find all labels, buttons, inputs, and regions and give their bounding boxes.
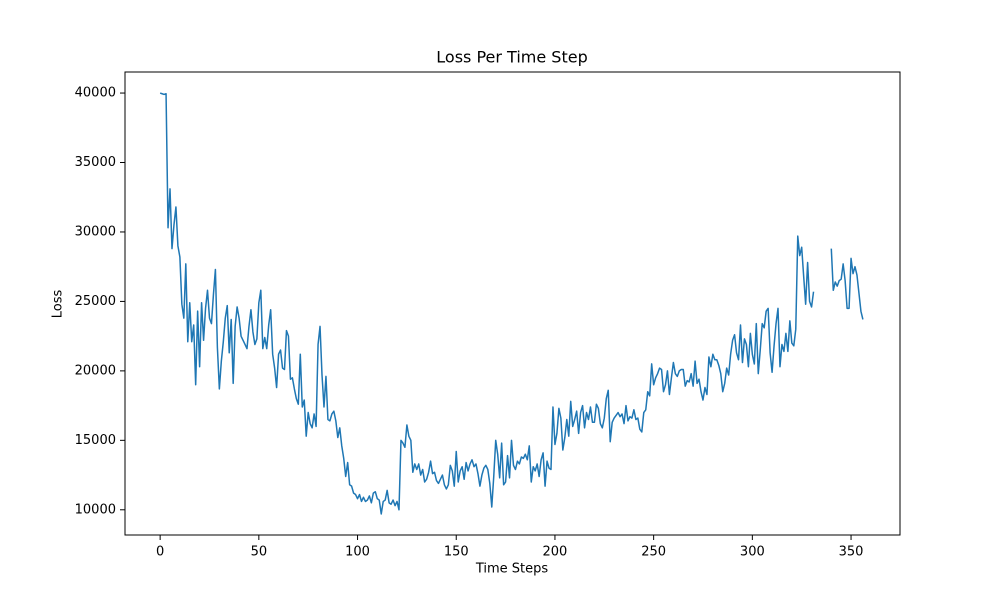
y-tick-label: 30000 xyxy=(75,224,116,239)
x-tick-label: 100 xyxy=(345,545,370,560)
y-tick-label: 40000 xyxy=(75,86,116,101)
data-line xyxy=(159,92,864,515)
chart-title: Loss Per Time Step xyxy=(436,48,587,67)
x-tick-label: 0 xyxy=(156,545,164,560)
plot-frame xyxy=(124,71,901,536)
x-tick-label: 350 xyxy=(839,545,864,560)
y-tick-label: 15000 xyxy=(75,433,116,448)
x-tick-label: 200 xyxy=(543,545,568,560)
y-tick-label: 35000 xyxy=(75,155,116,170)
x-tick-label: 150 xyxy=(444,545,469,560)
y-tick-label: 10000 xyxy=(75,502,116,517)
x-tick-label: 300 xyxy=(740,545,765,560)
x-axis-label: Time Steps xyxy=(475,562,549,577)
y-axis-label: Loss xyxy=(51,290,66,319)
y-tick-label: 20000 xyxy=(75,363,116,378)
x-tick-label: 50 xyxy=(251,545,268,560)
y-tick-label: 25000 xyxy=(75,294,116,309)
x-tick-label: 250 xyxy=(641,545,666,560)
